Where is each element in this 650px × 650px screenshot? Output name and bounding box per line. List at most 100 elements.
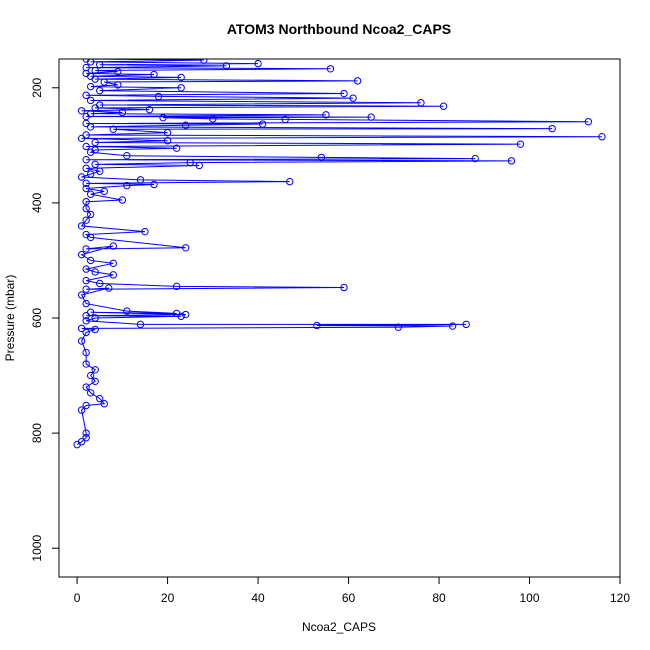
data-point [367,113,375,121]
data-point [177,312,185,320]
data-point [114,81,122,89]
data-point [96,86,104,95]
data-point [163,137,172,145]
data-point [177,84,185,92]
data-point [82,383,90,391]
data-point [286,177,294,186]
data-point [86,308,95,316]
data-point [91,268,99,276]
data-point [109,271,117,279]
x-tick-label: 100 [520,591,540,605]
data-point [584,118,593,126]
data-point [145,105,154,114]
data-point [91,75,99,83]
data-point [448,322,457,330]
data-point [118,196,127,204]
data-point [100,78,108,86]
data-point [86,170,95,178]
data-point [136,320,145,329]
y-axis: 200 400 600 800 1000 [30,77,60,562]
data-point [340,283,348,292]
data-point [86,256,95,265]
data-point [73,440,81,449]
data-point [313,321,321,330]
x-axis: 0 20 40 60 80 100 120 [74,576,630,605]
data-point [177,73,185,82]
data-point [82,434,90,442]
data-point [163,128,172,137]
x-tick-label: 0 [74,591,81,605]
data-point [77,222,86,230]
data-point [77,134,86,143]
data-point [82,131,90,139]
y-tick-label: 600 [30,308,44,328]
data-point [209,115,217,123]
y-tick-label: 1000 [30,535,44,562]
data-point [82,299,90,308]
data-point [91,325,99,334]
data-point [548,124,556,133]
x-tick-label: 120 [610,591,630,605]
data-point [136,176,145,184]
y-axis-label: Pressure (mbar) [3,275,17,362]
data-point [91,160,99,169]
data-point [77,337,86,345]
data-point [123,307,131,315]
data-point [86,210,95,219]
data-point [471,154,479,163]
data-point [154,92,163,101]
data-point [258,120,267,128]
y-tick-label: 200 [30,77,44,97]
series-line [76,59,602,446]
data-point [96,167,104,175]
data-point [172,144,181,152]
data-point [82,317,90,325]
data-point [195,161,203,170]
data-point [109,242,117,250]
data-point [507,157,516,165]
data-point [349,94,357,102]
data-point [82,184,90,193]
data-point [123,151,131,160]
data-point [82,91,90,99]
data-point [91,66,99,75]
data-point [82,204,90,213]
data-point [200,59,208,64]
data-point [598,133,606,141]
data-point [150,70,158,79]
x-tick-label: 60 [342,591,356,605]
data-point [82,119,90,128]
data-point [82,156,90,164]
data-point [82,245,90,253]
data-point [86,389,95,397]
data-point [91,366,99,374]
data-point [186,158,194,167]
data-point [86,371,95,380]
data-point [77,291,86,299]
data-point [77,406,86,414]
data-point [82,59,90,63]
data-point [91,377,99,386]
data-point [109,125,117,133]
chart-title: ATOM3 Northbound Ncoa2_CAPS [227,21,451,37]
data-point [326,65,335,73]
data-point [317,153,326,162]
plot-area [73,59,606,449]
data-point [123,181,131,190]
data-point [353,77,362,85]
data-point [82,328,90,337]
data-point [82,265,90,273]
data-point [281,115,289,124]
data-point [118,108,127,117]
data-point [77,250,86,259]
y-tick-label: 800 [30,423,44,443]
data-point [100,400,108,408]
data-point [340,89,348,98]
data-point [82,348,90,357]
data-point [82,401,90,410]
data-point [86,233,95,242]
data-point [150,180,158,189]
data-point [172,282,181,291]
data-point [394,323,403,331]
